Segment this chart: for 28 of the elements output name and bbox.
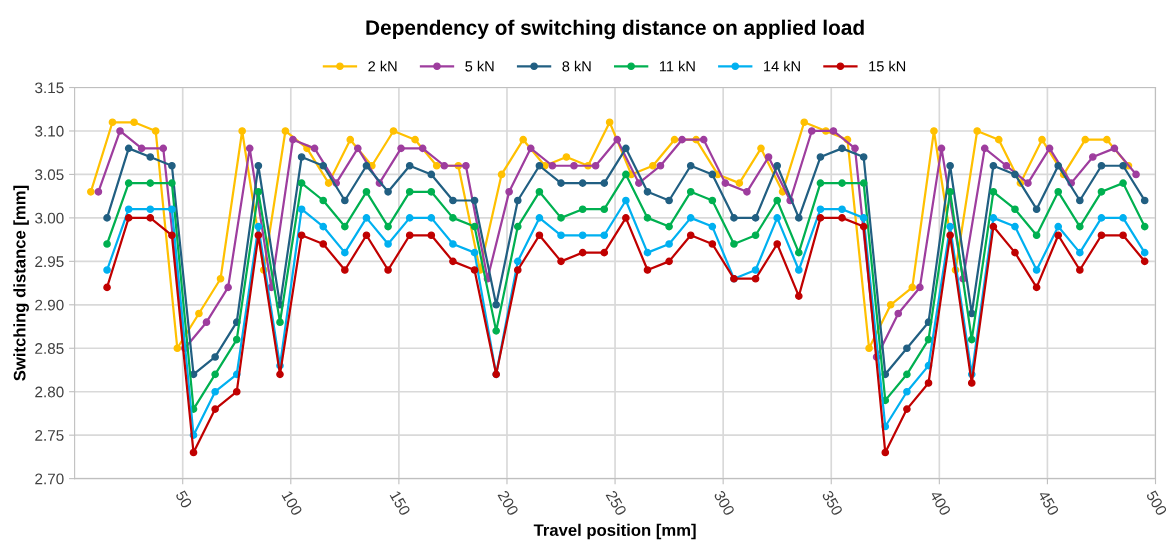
x-tick-label: 50 [175,489,193,509]
y-tick-label: 3.10 [35,125,64,137]
y-tick-label: 2.85 [35,343,64,354]
x-tick-label: 250 [605,489,627,517]
x-axis-title: Travel position [mm] [533,523,696,540]
y-tick-label: 3.00 [35,212,64,224]
legend-label: 11 kN [659,60,695,72]
y-tick-label: 2.90 [35,299,64,311]
x-tick-label: 300 [713,489,736,517]
y-tick-label: 3.05 [35,169,64,181]
legend-label: 5 kN [465,60,494,72]
chart-title: Dependency of switching distance on applied load [366,19,864,40]
y-tick-label: 2.80 [35,386,64,398]
x-tick-label: 200 [497,489,519,517]
legend-label: 14 kN [764,60,800,72]
x-tick-label: 100 [281,490,303,517]
x-tick-label: 150 [389,490,411,517]
y-tick-label: 2.75 [35,430,64,441]
x-tick-label: 400 [929,489,952,517]
legend-label: 2 kN [368,60,397,72]
legend-label: 15 kN [869,60,906,72]
legend-label: 8 kN [562,60,591,72]
y-tick-label: 2.95 [35,256,64,268]
x-tick-label: 350 [821,489,844,517]
y-axis-title: Switching distance [mm] [13,185,29,381]
x-tick-label: 450 [1037,489,1060,517]
y-tick-label: 3.15 [35,82,64,94]
y-tick-label: 2.70 [35,473,64,485]
